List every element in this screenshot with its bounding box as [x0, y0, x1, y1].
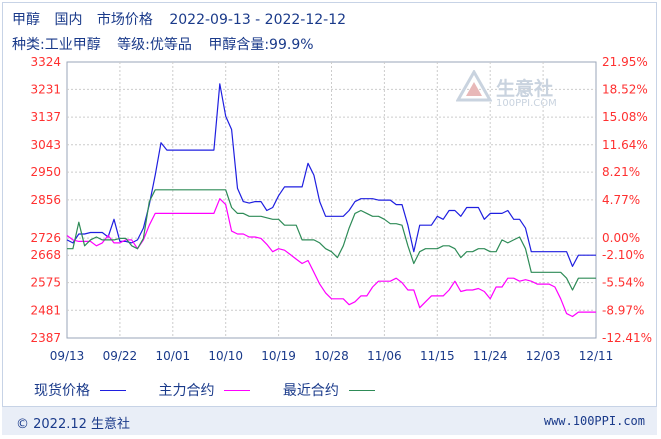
legend-item-near: 最近合约	[283, 380, 375, 400]
x-tick: 09/13	[50, 349, 85, 363]
y-tick-right: 0.00%	[602, 231, 640, 245]
chart-subtitle: 种类:工业甲醇 等级:优等品 甲醇含量:99.9%	[12, 34, 314, 54]
legend-label-near: 最近合约	[282, 383, 339, 399]
footer-copyright: © 2022.12 生意社	[16, 417, 131, 432]
title-product: 甲醇	[12, 12, 40, 28]
y-tick-right: 18.52%	[602, 82, 648, 96]
grid-lines	[67, 62, 596, 338]
x-tick: 11/24	[473, 349, 508, 363]
legend-swatch-spot	[100, 389, 126, 391]
title-price-type: 市场价格	[96, 12, 153, 28]
y-tick-right: 11.64%	[602, 138, 648, 152]
series-line-1	[66, 198, 596, 318]
title-date-range: 2022-09-13 - 2022-12-12	[169, 12, 347, 28]
y-tick-right: 15.08%	[602, 110, 648, 124]
y-tick-left: 3043	[30, 138, 61, 152]
y-tick-right: -12.41%	[602, 331, 652, 345]
watermark-name: 生意社	[496, 78, 554, 100]
y-axis-right: 21.95% 18.52% 15.08% 11.64% 8.21% 4.77% 0.00% -…	[602, 55, 652, 345]
footer-site-link[interactable]: www.100PPI.com	[543, 414, 645, 428]
y-tick-right: 21.95%	[602, 55, 648, 69]
x-tick: 11/15	[420, 349, 455, 363]
x-axis: 09/13 09/22 10/01 10/10 10/19 10/28 11/06 11/15…	[50, 349, 614, 363]
x-tick: 09/22	[103, 349, 138, 363]
legend-item-spot: 现货价格	[34, 380, 126, 400]
y-tick-right: 4.77%	[602, 193, 640, 207]
title-market: 国内	[54, 12, 83, 28]
legend-label-spot: 现货价格	[34, 383, 90, 399]
series-line-0	[66, 83, 596, 267]
y-axis-left: 3324 3231 3137 3043 2950 2856 2726 2668 2575 2481…	[30, 55, 61, 345]
y-tick-left: 2387	[30, 331, 61, 345]
y-tick-left: 2481	[30, 303, 61, 317]
x-tick: 12/11	[579, 349, 614, 363]
y-tick-left: 2668	[30, 248, 61, 262]
legend-swatch-main	[224, 389, 251, 391]
chart-title: 甲醇 国内 市场价格 2022-09-13 - 2022-12-12	[12, 9, 346, 29]
y-tick-right: -8.97%	[602, 303, 644, 317]
y-tick-left: 3324	[30, 55, 61, 69]
subtitle-content: 甲醇含量:99.9%	[208, 37, 314, 53]
x-tick: 10/19	[261, 349, 296, 363]
legend-swatch-near	[348, 389, 375, 391]
subtitle-grade: 等级:优等品	[117, 37, 192, 53]
chart-legend: 现货价格 主力合约 最近合约	[34, 380, 403, 400]
legend-label-main: 主力合约	[158, 383, 215, 399]
y-tick-right: 8.21%	[602, 165, 640, 179]
y-tick-left: 2575	[30, 276, 61, 290]
footer-bar: © 2022.12 生意社 www.100PPI.com	[2, 406, 657, 435]
y-tick-left: 3137	[30, 110, 61, 124]
subtitle-category: 种类:工业甲醇	[12, 37, 101, 53]
x-tick: 10/10	[208, 349, 243, 363]
logo-icon	[456, 70, 492, 102]
y-tick-left: 2726	[30, 231, 61, 245]
x-tick: 10/28	[314, 349, 349, 363]
y-tick-right: -5.54%	[602, 276, 644, 290]
series-lines	[66, 83, 596, 318]
y-tick-left: 3231	[30, 82, 61, 96]
y-tick-right: -2.10%	[602, 248, 644, 262]
series-line-2	[67, 189, 596, 291]
watermark-url: 100PPI.COM	[496, 98, 557, 109]
x-tick: 10/01	[156, 349, 191, 363]
x-tick: 12/03	[526, 349, 561, 363]
legend-item-main: 主力合约	[158, 380, 251, 400]
y-tick-left: 2950	[30, 165, 61, 179]
x-tick: 11/06	[367, 349, 402, 363]
y-tick-left: 2856	[30, 193, 61, 207]
